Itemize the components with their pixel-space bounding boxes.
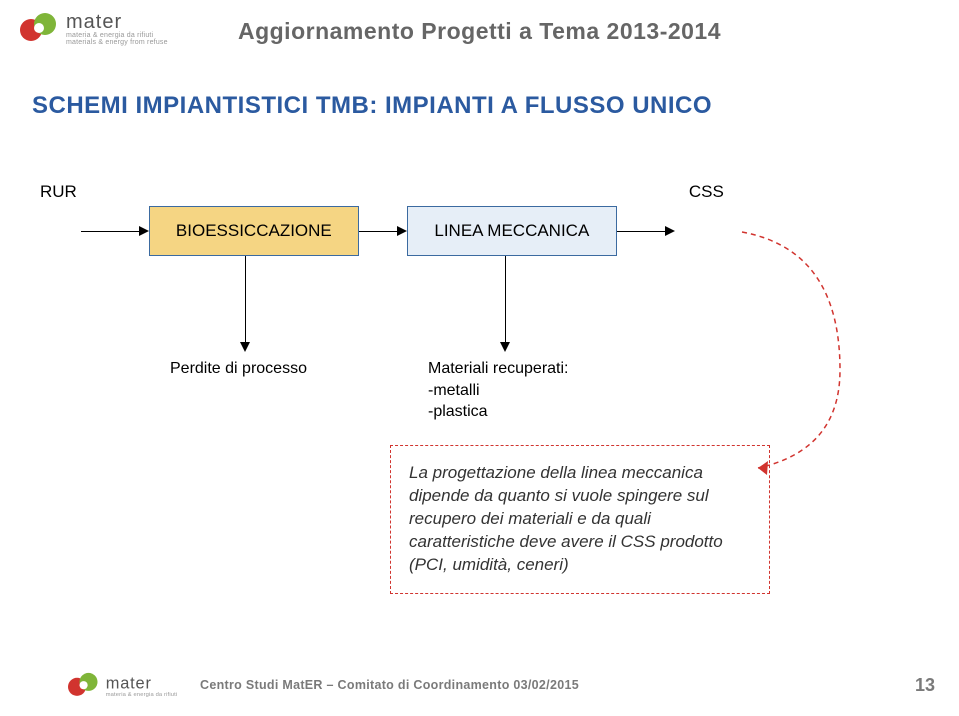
- footer-logo-mark-icon: [68, 673, 101, 699]
- footer-logo-main: mater: [106, 675, 178, 691]
- arrow-down-materials-icon: [500, 256, 510, 352]
- footer: mater materia & energia da rifiuti Centr…: [0, 666, 959, 706]
- footer-logo: mater materia & energia da rifiuti: [68, 673, 177, 699]
- footer-text: Centro Studi MatER – Comitato di Coordin…: [200, 678, 579, 692]
- callout-box: La progettazione della linea meccanica d…: [390, 445, 770, 594]
- materials-title: Materiali recuperati:: [428, 358, 569, 380]
- input-label: RUR: [40, 182, 77, 202]
- arrow-out-icon: [617, 226, 675, 236]
- materials-line1: -metalli: [428, 380, 569, 402]
- arrow-mid-icon: [359, 226, 407, 236]
- page-title: Aggiornamento Progetti a Tema 2013-2014: [0, 18, 959, 45]
- header: mater materia & energia da rifiuti mater…: [0, 0, 959, 60]
- materials-line2: -plastica: [428, 401, 569, 423]
- dashed-connector-icon: [650, 220, 870, 480]
- node-linea-meccanica: LINEA MECCANICA: [407, 206, 617, 256]
- flow-diagram: RUR BIOESSICCAZIONE LINEA MECCANICA CSS …: [40, 190, 919, 610]
- arrow-down-loss-icon: [240, 256, 250, 352]
- footer-logo-text: mater materia & energia da rifiuti: [106, 675, 178, 697]
- loss-label: Perdite di processo: [170, 358, 307, 380]
- flow-row: RUR BIOESSICCAZIONE LINEA MECCANICA CSS: [40, 206, 724, 256]
- node-bioessiccazione: BIOESSICCAZIONE: [149, 206, 359, 256]
- materials-block: Materiali recuperati: -metalli -plastica: [428, 358, 569, 423]
- slide-subtitle: SCHEMI IMPIANTISTICI TMB: IMPIANTI A FLU…: [32, 92, 712, 120]
- footer-logo-sub: materia & energia da rifiuti: [106, 691, 178, 697]
- output-label: CSS: [689, 182, 724, 202]
- page-number: 13: [915, 675, 935, 696]
- arrow-in-icon: [81, 226, 149, 236]
